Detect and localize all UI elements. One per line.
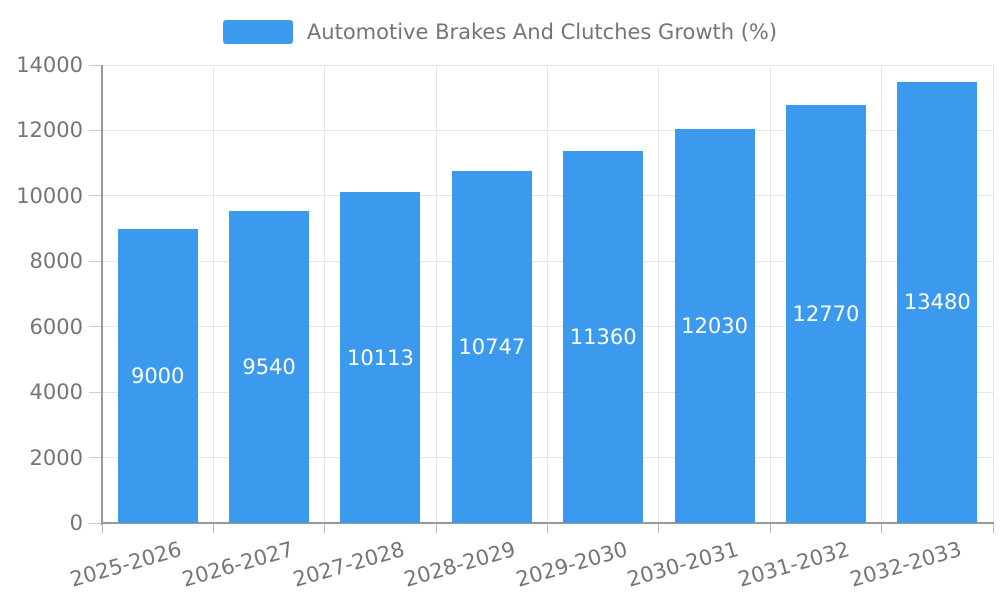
x-axis-tick — [435, 524, 437, 533]
y-axis-tick — [89, 457, 102, 459]
bar-value-label: 12030 — [681, 314, 748, 339]
x-axis-label: 2025-2026 — [67, 537, 185, 592]
y-axis-tick — [89, 326, 102, 328]
bar[interactable]: 10747 — [451, 171, 532, 523]
x-gridline — [992, 65, 994, 523]
bar[interactable]: 10113 — [340, 192, 421, 523]
bar[interactable]: 12030 — [674, 129, 755, 523]
x-gridline — [547, 65, 548, 523]
legend-swatch-icon — [222, 20, 293, 44]
x-axis-label: 2031-2032 — [735, 537, 853, 592]
x-gridline — [435, 65, 437, 523]
y-axis-tick — [89, 522, 102, 524]
y-axis-tick — [89, 391, 102, 393]
bar-value-label: 13480 — [903, 290, 971, 315]
y-axis-label: 12000 — [16, 118, 83, 143]
x-axis-label: 2028-2029 — [401, 537, 519, 592]
y-gridline — [102, 64, 993, 66]
bar[interactable]: 12770 — [785, 105, 866, 523]
y-axis-label: 6000 — [29, 314, 83, 339]
x-axis-tick — [547, 524, 548, 533]
bar[interactable]: 9000 — [117, 228, 198, 523]
bar[interactable]: 9540 — [229, 210, 310, 523]
bar[interactable]: 11360 — [563, 151, 644, 523]
x-axis-label: 2032-2033 — [847, 537, 964, 592]
x-axis-tick — [992, 524, 994, 533]
x-axis-label: 2027-2028 — [290, 537, 408, 592]
bar[interactable]: 13480 — [897, 82, 978, 523]
x-gridline — [324, 65, 326, 523]
bar-value-label: 9000 — [130, 363, 185, 388]
x-axis-tick — [769, 524, 771, 533]
x-axis-label: 2026-2027 — [179, 537, 296, 592]
x-gridline — [769, 65, 771, 523]
y-axis-tick — [89, 129, 102, 131]
y-axis-label: 14000 — [16, 53, 83, 77]
bar-value-label: 10113 — [347, 345, 414, 370]
y-axis-label: 2000 — [29, 445, 83, 470]
y-axis-line — [101, 65, 103, 525]
x-axis-tick — [212, 524, 214, 533]
x-axis-tick — [101, 524, 103, 533]
bar-value-label: 12770 — [792, 302, 860, 327]
legend-label: Automotive Brakes And Clutches Growth (%… — [306, 20, 778, 44]
bar-value-label: 10747 — [458, 335, 526, 360]
y-axis-label: 8000 — [29, 249, 83, 274]
y-axis-label: 10000 — [16, 183, 83, 208]
bar-value-label: 11360 — [569, 325, 637, 350]
y-axis-label: 4000 — [29, 380, 83, 405]
x-axis-label: 2029-2030 — [513, 537, 630, 592]
x-gridline — [881, 65, 883, 523]
x-axis-tick — [658, 524, 660, 533]
x-axis-tick — [324, 524, 326, 533]
legend[interactable]: Automotive Brakes And Clutches Growth (%… — [0, 20, 1000, 44]
x-gridline — [212, 65, 214, 523]
y-axis-label: 0 — [69, 511, 83, 535]
x-axis-label: 2030-2031 — [624, 537, 742, 592]
y-axis-tick — [89, 260, 102, 262]
x-axis-tick — [881, 524, 883, 533]
x-gridline — [658, 65, 660, 523]
y-axis-tick — [89, 64, 102, 66]
bar-value-label: 9540 — [242, 354, 296, 379]
y-axis-tick — [89, 195, 102, 197]
